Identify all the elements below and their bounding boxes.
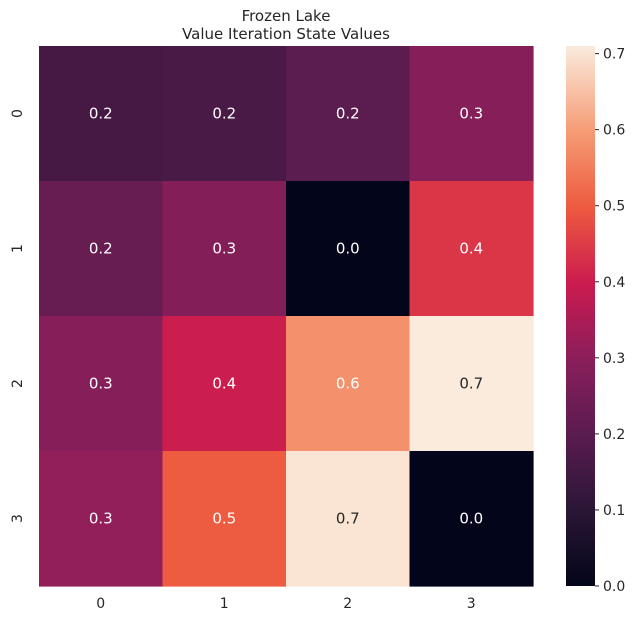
y-tick-label-3: 3 [10, 514, 26, 523]
cell-value-r0-c0: 0.2 [89, 105, 113, 123]
heatmap-cell-r2-c3 [409, 316, 534, 452]
colorbar-tick-label-5: 0.5 [603, 199, 625, 215]
heatmap-cell-r1-c3 [409, 181, 534, 317]
chart-title: Frozen Lake [242, 7, 331, 25]
cell-value-r2-c0: 0.3 [89, 375, 113, 393]
colorbar-tick-label-2: 0.2 [603, 427, 625, 443]
x-tick-label-2: 2 [343, 596, 352, 612]
cell-value-r0-c1: 0.2 [212, 105, 236, 123]
cell-value-r3-c0: 0.3 [89, 510, 113, 528]
colorbar-tick-label-6: 0.6 [603, 123, 625, 139]
heatmap-cell-r3-c1 [162, 451, 287, 587]
heatmap-cell-labels: 0.2 0.2 0.2 0.3 0.2 0.3 0.0 0.4 0.3 0.4 0.6 0.7 0.3 0… [89, 105, 483, 528]
cell-value-r1-c1: 0.3 [212, 240, 236, 258]
heatmap-cell-r0-c3 [409, 46, 534, 182]
cell-value-r3-c3: 0.0 [459, 510, 483, 528]
heatmap-cell-r1-c1 [162, 181, 287, 317]
heatmap-cells [39, 46, 534, 587]
heatmap-cell-r2-c0 [39, 316, 164, 452]
x-tick-label-0: 0 [96, 596, 105, 612]
chart-subtitle: Value Iteration State Values [182, 25, 390, 43]
y-tick-label-1: 1 [10, 244, 26, 253]
heatmap-cell-r0-c1 [162, 46, 287, 182]
colorbar-tick-label-3: 0.3 [603, 351, 625, 367]
cell-value-r0-c2: 0.2 [336, 105, 360, 123]
colorbar-tick-label-1: 0.1 [603, 503, 625, 519]
heatmap-cell-r0-c0 [39, 46, 164, 182]
x-axis-ticks: 0 1 2 3 [96, 596, 475, 612]
heatmap-cell-r3-c2 [286, 451, 411, 587]
cell-value-r1-c2: 0.0 [336, 240, 360, 258]
y-tick-label-2: 2 [10, 379, 26, 388]
heatmap-cell-r3-c0 [39, 451, 164, 587]
y-tick-label-0: 0 [10, 109, 26, 118]
cell-value-r2-c3: 0.7 [459, 375, 483, 393]
y-axis-ticks: 0 1 2 3 [10, 109, 26, 523]
cell-value-r2-c2: 0.6 [336, 375, 360, 393]
cell-value-r0-c3: 0.3 [459, 105, 483, 123]
heatmap-cell-r0-c2 [286, 46, 411, 182]
cell-value-r3-c1: 0.5 [212, 510, 236, 528]
heatmap-cell-r1-c2 [286, 181, 411, 317]
cell-value-r2-c1: 0.4 [212, 375, 236, 393]
colorbar-ticks: 0.0 0.1 0.2 0.3 0.4 0.5 0.6 0.7 [595, 47, 625, 595]
colorbar-tick-label-0: 0.0 [603, 579, 625, 595]
heatmap-cell-r2-c1 [162, 316, 287, 452]
x-tick-label-1: 1 [220, 596, 229, 612]
colorbar-tick-label-4: 0.4 [603, 275, 625, 291]
x-tick-label-3: 3 [467, 596, 476, 612]
heatmap-cell-r2-c2 [286, 316, 411, 452]
colorbar-tick-label-7: 0.7 [603, 47, 625, 63]
cell-value-r1-c3: 0.4 [459, 240, 483, 258]
heatmap-cell-r3-c3 [409, 451, 534, 587]
colorbar [566, 46, 595, 586]
heatmap-cell-r1-c0 [39, 181, 164, 317]
cell-value-r3-c2: 0.7 [336, 510, 360, 528]
cell-value-r1-c0: 0.2 [89, 240, 113, 258]
